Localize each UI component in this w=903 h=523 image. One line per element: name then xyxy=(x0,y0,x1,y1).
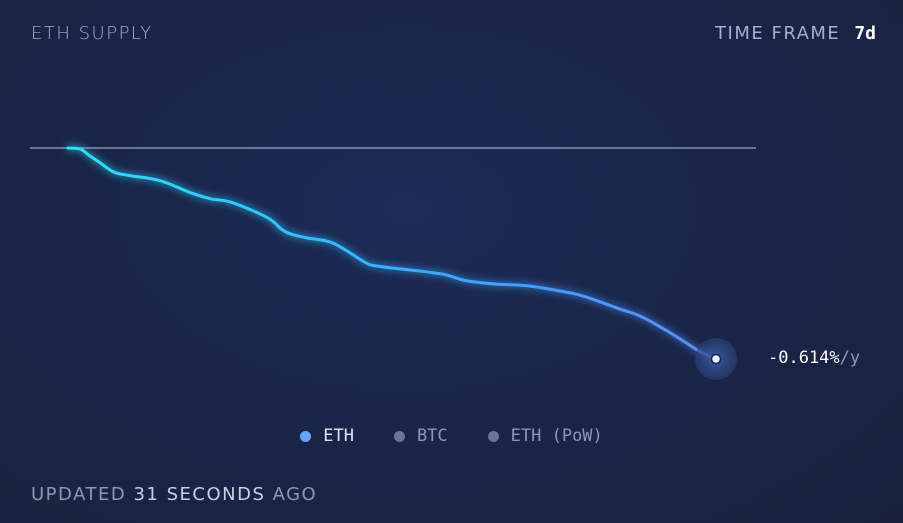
supply-rate-label: -0.614%/y xyxy=(768,348,860,368)
update-amount: 31 SECONDS xyxy=(133,484,266,505)
chart-title: ETH SUPPLY xyxy=(31,23,153,44)
legend-dot-eth xyxy=(300,430,312,442)
update-suffix: AGO xyxy=(272,484,318,505)
update-prefix: UPDATED xyxy=(31,484,127,505)
end-point-marker xyxy=(710,353,722,365)
update-status: UPDATED 31 SECONDS AGO xyxy=(31,484,317,505)
legend-item-btc[interactable]: BTC xyxy=(393,426,448,446)
legend-item-eth-pow[interactable]: ETH (PoW) xyxy=(487,426,603,446)
legend-dot-btc xyxy=(393,430,405,442)
supply-rate-unit: /y xyxy=(839,348,861,368)
time-frame-label: TIME FRAME xyxy=(715,23,841,44)
legend-item-eth[interactable]: ETH xyxy=(300,426,354,446)
legend-label-btc: BTC xyxy=(416,426,448,446)
legend-dot-eth-pow xyxy=(487,430,499,442)
time-frame-value[interactable]: 7d xyxy=(854,23,876,44)
eth-supply-line xyxy=(66,146,718,361)
time-frame-control: TIME FRAME 7d xyxy=(715,23,876,44)
chart-legend: ETH BTC ETH (PoW) xyxy=(0,426,903,446)
legend-label-eth: ETH xyxy=(323,426,354,446)
supply-rate-value: -0.614% xyxy=(768,348,840,368)
legend-label-eth-pow: ETH (PoW) xyxy=(510,426,603,446)
